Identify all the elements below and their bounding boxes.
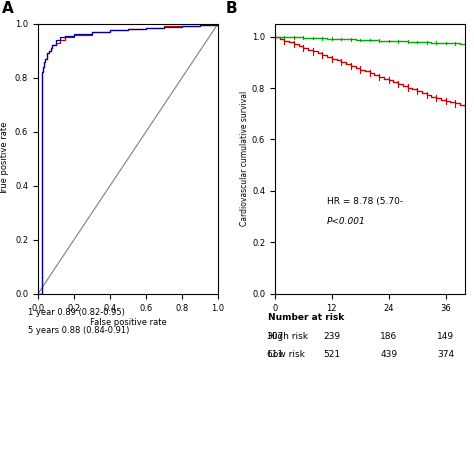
Y-axis label: Cardiovascular cumulative survival: Cardiovascular cumulative survival bbox=[240, 91, 249, 227]
Text: B: B bbox=[226, 1, 237, 16]
Text: P<0.001: P<0.001 bbox=[327, 218, 366, 227]
Text: Low risk: Low risk bbox=[268, 350, 305, 359]
Text: HR = 8.78 (5.70-: HR = 8.78 (5.70- bbox=[327, 197, 403, 206]
Text: 186: 186 bbox=[380, 332, 397, 341]
Text: 5 years 0.88 (0.84-0.91): 5 years 0.88 (0.84-0.91) bbox=[28, 326, 130, 335]
X-axis label: False positive rate: False positive rate bbox=[90, 318, 166, 327]
Text: 307: 307 bbox=[266, 332, 283, 341]
Y-axis label: True positive rate: True positive rate bbox=[0, 122, 9, 195]
Text: High risk: High risk bbox=[268, 332, 308, 341]
Text: 374: 374 bbox=[437, 350, 454, 359]
Text: 611: 611 bbox=[266, 350, 283, 359]
Text: 239: 239 bbox=[323, 332, 340, 341]
Text: 1 year 0.89 (0.82-0.95): 1 year 0.89 (0.82-0.95) bbox=[28, 308, 125, 317]
Text: Number at risk: Number at risk bbox=[268, 313, 344, 322]
Text: A: A bbox=[2, 1, 14, 16]
Text: 439: 439 bbox=[380, 350, 397, 359]
Text: 149: 149 bbox=[437, 332, 454, 341]
Text: 521: 521 bbox=[323, 350, 340, 359]
